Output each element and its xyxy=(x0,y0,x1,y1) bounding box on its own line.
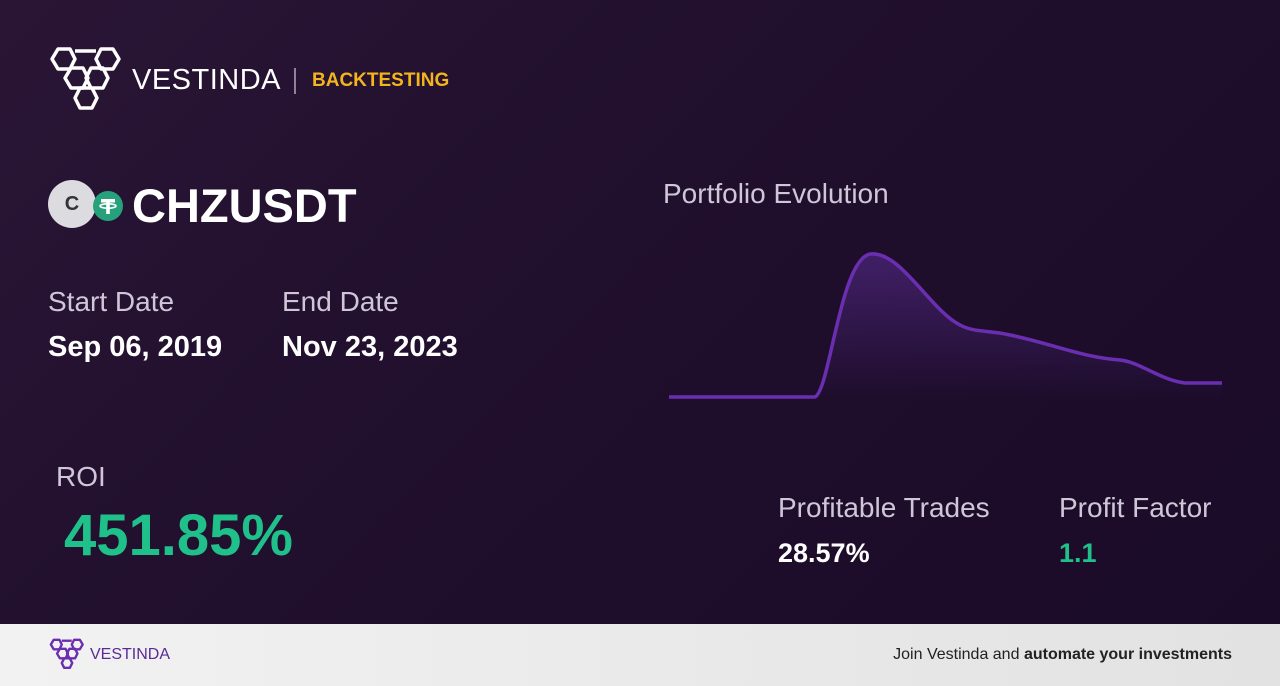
profitable-trades-label: Profitable Trades xyxy=(778,492,990,523)
footer-logo-icon xyxy=(49,638,84,669)
chart-title: Portfolio Evolution xyxy=(663,178,889,209)
footer-cta: Join Vestinda and automate your investme… xyxy=(893,646,1232,664)
end-date: Nov 23, 2023 xyxy=(282,331,458,363)
sparkline xyxy=(669,252,1222,400)
roi-value: 451.85% xyxy=(64,503,293,568)
profitable-trades-value: 28.57% xyxy=(778,538,870,568)
cta-bold: automate your investments xyxy=(1023,646,1232,663)
profit-factor-label: Profit Factor xyxy=(1059,492,1212,523)
section: BACKTESTING xyxy=(312,70,450,91)
footer: VESTINDA Join Vestinda and automate your… xyxy=(0,624,1280,686)
start-label: Start Date xyxy=(48,286,175,317)
pair-symbol: CHZUSDT xyxy=(132,179,357,232)
start-date: Sep 06, 2019 xyxy=(48,331,223,363)
cta-prefix: Join Vestinda and xyxy=(893,646,1020,663)
sparkline-line xyxy=(669,252,1222,399)
footer-brand: VESTINDA xyxy=(90,646,171,663)
coin-icon: C xyxy=(48,180,96,228)
logo-icon xyxy=(50,47,121,110)
tether-icon xyxy=(93,191,123,221)
divider xyxy=(294,68,296,94)
sparkline-area xyxy=(669,253,1222,400)
roi-label: ROI xyxy=(56,461,106,492)
brand: VESTINDA xyxy=(132,64,282,96)
end-label: End Date xyxy=(282,286,399,317)
profit-factor-value: 1.1 xyxy=(1059,538,1097,568)
